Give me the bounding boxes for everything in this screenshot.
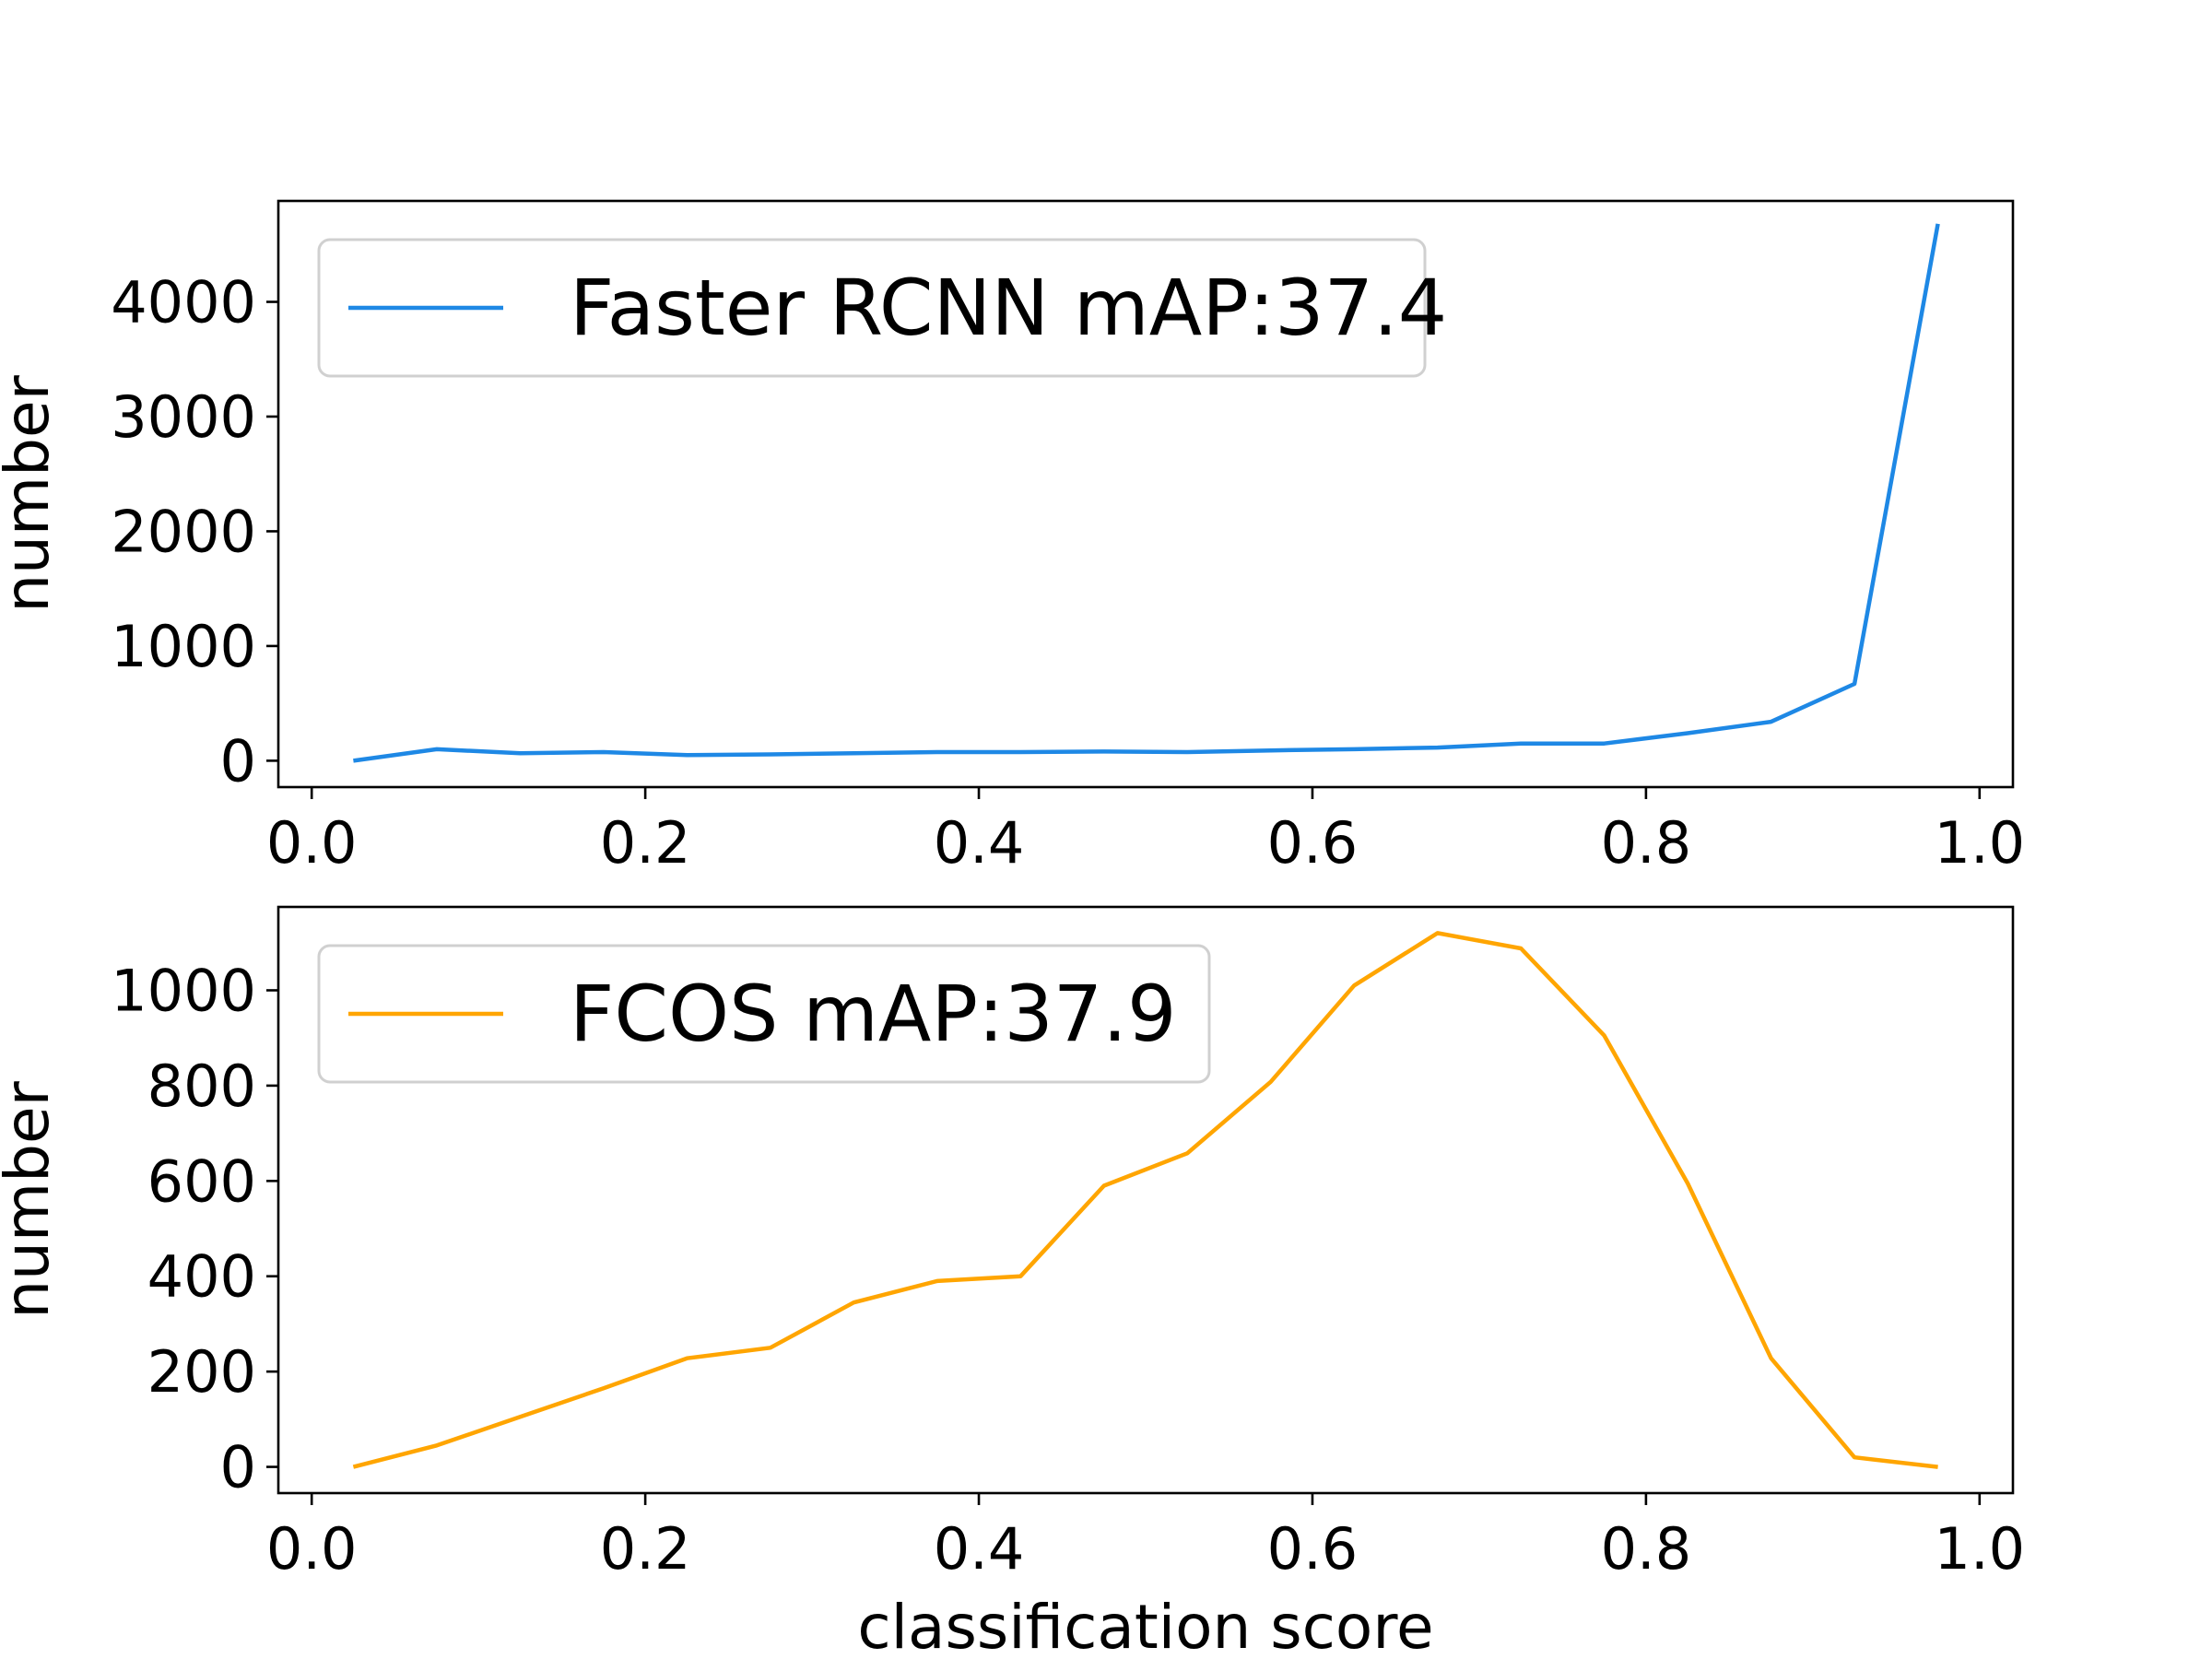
x-tick-label: 0.6 <box>1267 1515 1359 1583</box>
y-tick-label: 800 <box>147 1053 256 1120</box>
legend-label: Faster RCNN mAP:37.4 <box>570 263 1447 353</box>
y-tick-label: 0 <box>220 727 256 794</box>
series-line <box>353 223 1940 763</box>
y-axis-label: number <box>0 374 63 612</box>
y-tick-label: 3000 <box>111 383 256 451</box>
x-axis-label: classification score <box>857 1592 1433 1659</box>
x-tick-label: 0.4 <box>934 809 1025 877</box>
x-tick-label: 1.0 <box>1935 1515 2026 1583</box>
y-tick-label: 2000 <box>111 498 256 565</box>
y-tick-label: 400 <box>147 1243 256 1311</box>
legend-box <box>317 238 1427 378</box>
legend-label: FCOS mAP:37.9 <box>570 969 1176 1059</box>
x-tick-label: 0.6 <box>1267 809 1359 877</box>
chart-panel-2: 0.0 0.2 0.4 0.6 0.8 1.0 0 200 400 600 800 1000 numbe… <box>0 905 2026 1659</box>
chart-panel-1: 0.0 0.2 0.4 0.6 0.8 1.0 0 1000 2000 3000 4000 numbe… <box>0 199 2026 877</box>
legend: Faster RCNN mAP:37.4 <box>317 238 1447 378</box>
x-tick-label: 0.2 <box>600 809 691 877</box>
plot-area-frame <box>276 905 2015 1495</box>
x-tick-label: 0.0 <box>266 1515 358 1583</box>
legend-box <box>317 944 1211 1084</box>
plot-area-frame <box>276 199 2015 789</box>
x-tick-label: 0.4 <box>934 1515 1025 1583</box>
y-tick-label: 600 <box>147 1147 256 1215</box>
legend: FCOS mAP:37.9 <box>317 944 1211 1084</box>
x-tick-label: 0.2 <box>600 1515 691 1583</box>
x-tick-label: 0.8 <box>1601 809 1692 877</box>
y-axis-label: number <box>0 1080 63 1318</box>
x-tick-label: 1.0 <box>1935 809 2026 877</box>
y-tick-label: 4000 <box>111 269 256 336</box>
x-tick-label: 0.0 <box>266 809 358 877</box>
x-tick-label: 0.8 <box>1601 1515 1692 1583</box>
y-tick-label: 1000 <box>111 957 256 1024</box>
series-line <box>352 931 1938 1469</box>
y-tick-label: 1000 <box>111 613 256 680</box>
y-tick-label: 200 <box>147 1338 256 1406</box>
y-tick-label: 0 <box>220 1434 256 1501</box>
